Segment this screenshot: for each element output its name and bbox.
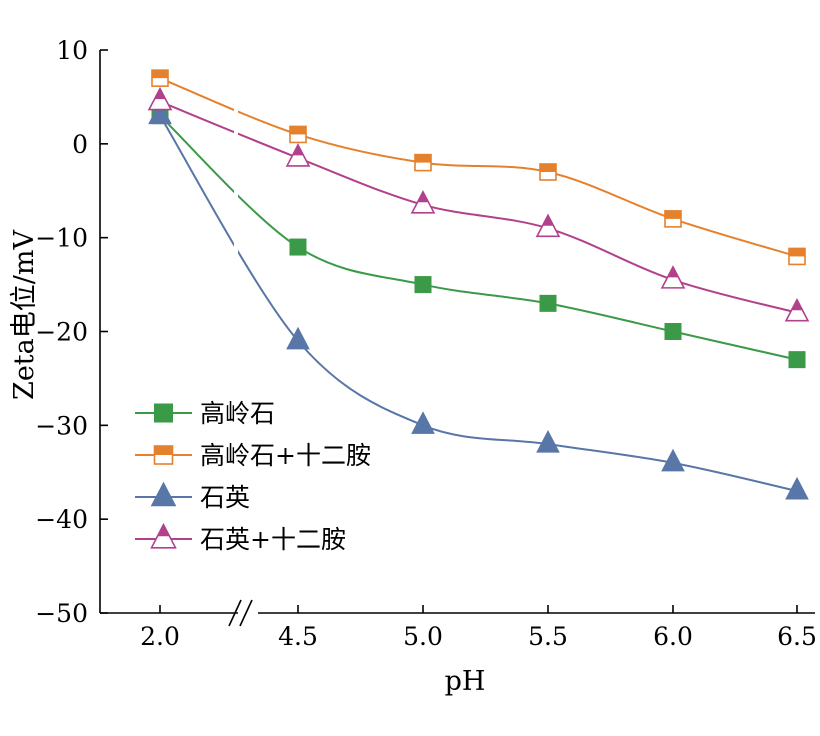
- data-point: [788, 351, 806, 369]
- data-point-fill: [667, 266, 679, 278]
- axis-break-mark: [239, 599, 253, 627]
- x-tick-label: 6.0: [653, 622, 693, 651]
- data-point-fill: [290, 126, 306, 135]
- legend-label: 高岭石: [200, 399, 275, 428]
- y-tick-label: −40: [35, 505, 88, 534]
- y-tick-label: −10: [35, 224, 88, 253]
- series-line-0: [159, 114, 798, 361]
- legend-marker-fill: [154, 446, 173, 455]
- x-tick-label: 6.5: [777, 622, 817, 651]
- y-tick-label: −20: [35, 318, 88, 347]
- data-point: [785, 476, 809, 500]
- data-point: [661, 448, 685, 472]
- legend-item: 高岭石+十二胺: [135, 441, 371, 470]
- data-point: [289, 238, 307, 256]
- series-line-3: [159, 100, 798, 314]
- y-tick-label: 10: [56, 36, 88, 65]
- data-point: [286, 326, 310, 350]
- data-point-fill: [665, 210, 681, 219]
- data-point: [664, 323, 682, 340]
- y-tick-label: −50: [35, 599, 88, 628]
- axis-break-mark: [228, 599, 242, 627]
- data-point-fill: [417, 191, 429, 203]
- legend-item: 高岭石: [135, 399, 275, 428]
- data-point: [411, 411, 435, 434]
- data-point-fill: [542, 215, 554, 226]
- data-point: [536, 430, 560, 453]
- x-tick-label: 5.0: [403, 622, 443, 651]
- data-point-fill: [791, 299, 803, 311]
- y-axis-label: Zeta电位/mV: [9, 230, 40, 400]
- data-point: [148, 101, 172, 125]
- data-point-fill: [292, 144, 304, 156]
- x-tick-label: 5.5: [528, 622, 568, 651]
- x-tick-label: 2.0: [140, 622, 180, 651]
- series-markers: [147, 69, 810, 500]
- y-tick-label: 0: [72, 130, 88, 159]
- data-point: [414, 276, 432, 294]
- data-point-fill: [540, 163, 556, 172]
- x-tick-label: 4.5: [278, 622, 318, 651]
- data-point-fill: [152, 70, 168, 79]
- series-lines: [159, 77, 798, 492]
- data-point-fill: [789, 248, 805, 257]
- y-tick-label: −30: [35, 411, 88, 440]
- legend-label: 石英: [200, 483, 250, 512]
- legend-item: 石英+十二胺: [135, 522, 346, 554]
- x-axis-ticks: 2.0 4.5 5.0 5.5 6.0 6.5: [140, 605, 817, 651]
- x-axis-label: pH: [445, 666, 486, 697]
- legend-marker: [154, 403, 173, 423]
- y-axis-ticks: 10 0 −10 −20 −30 −40 −50: [35, 36, 108, 628]
- legend-marker: [150, 481, 177, 507]
- data-point-fill: [154, 88, 166, 100]
- legend-label: 石英+十二胺: [200, 525, 346, 554]
- data-point: [539, 294, 557, 312]
- series-line-1: [159, 77, 798, 258]
- series-line-2: [159, 115, 798, 492]
- legend-label: 高岭石+十二胺: [200, 441, 371, 470]
- legend-marker-fill: [157, 524, 170, 537]
- legend-item: 石英: [135, 481, 250, 512]
- data-point-fill: [415, 154, 431, 163]
